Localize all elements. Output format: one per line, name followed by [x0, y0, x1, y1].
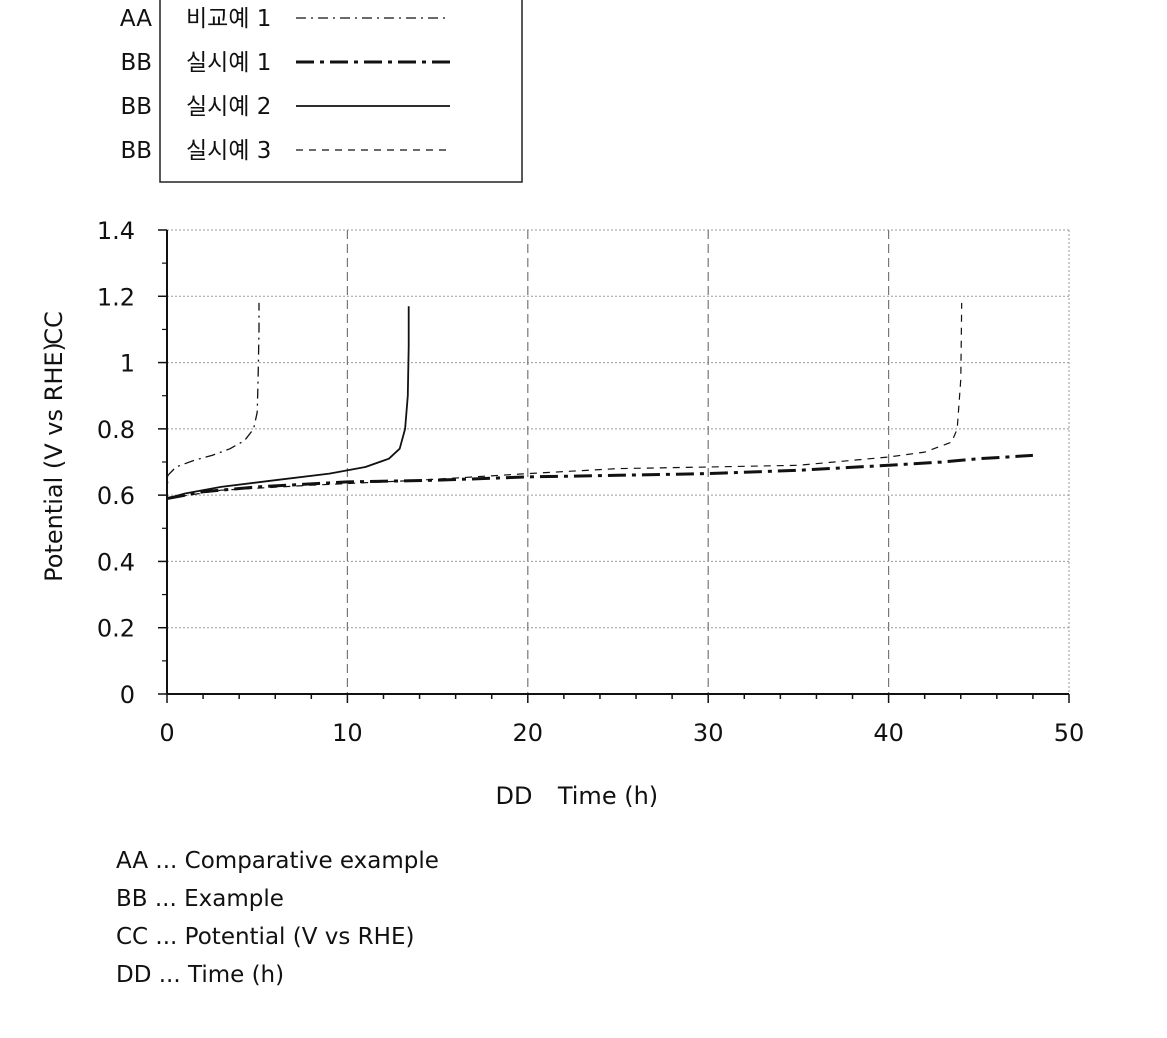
x-axis-title: Time (h) [557, 782, 658, 810]
x-tick-label: 30 [693, 719, 724, 747]
y-tick-label: 0.8 [97, 416, 135, 444]
x-tick-label: 40 [873, 719, 904, 747]
legend: AA 비교예 1 BB 실시예 1 BB 실시예 2 BB 실시예 3 [120, 0, 522, 182]
series-line [167, 303, 962, 499]
y-tick-label: 1.2 [97, 283, 135, 311]
y-tick-label: 1.4 [97, 217, 135, 245]
y-tick-label: 1 [120, 350, 135, 378]
x-tick-label: 20 [513, 719, 544, 747]
legend-label: 실시예 1 [186, 50, 271, 76]
key-entry-dd: DD ... Time (h) [116, 956, 439, 994]
x-tick-label: 10 [332, 719, 363, 747]
y-tick-label: 0.4 [97, 548, 135, 576]
y-tick-label: 0.6 [97, 482, 135, 510]
key-entry-cc: CC ... Potential (V vs RHE) [116, 918, 439, 956]
series-line [167, 303, 259, 499]
x-axis-tag: DD [496, 782, 533, 810]
x-tick-label: 50 [1054, 719, 1085, 747]
label-key: AA ... Comparative example BB ... Exampl… [116, 842, 439, 994]
key-entry-aa: AA ... Comparative example [116, 842, 439, 880]
y-tick-label: 0.2 [97, 615, 135, 643]
key-entry-bb: BB ... Example [116, 880, 439, 918]
legend-tag: BB [120, 50, 152, 76]
legend-label: 비교예 1 [186, 6, 271, 32]
legend-tag: AA [120, 6, 152, 32]
x-tick-label: 0 [159, 719, 174, 747]
grid [167, 230, 1069, 694]
series-lines [167, 303, 1033, 499]
legend-label: 실시예 2 [186, 94, 271, 120]
legend-tag: BB [120, 138, 152, 164]
axes [158, 230, 1069, 703]
legend-label: 실시예 3 [186, 138, 271, 164]
y-axis-tag: CC [40, 311, 68, 345]
series-line [167, 306, 409, 498]
legend-tag: BB [120, 94, 152, 120]
y-tick-label: 0 [120, 681, 135, 709]
y-axis-title: Potential (V vs RHE) [40, 342, 68, 582]
